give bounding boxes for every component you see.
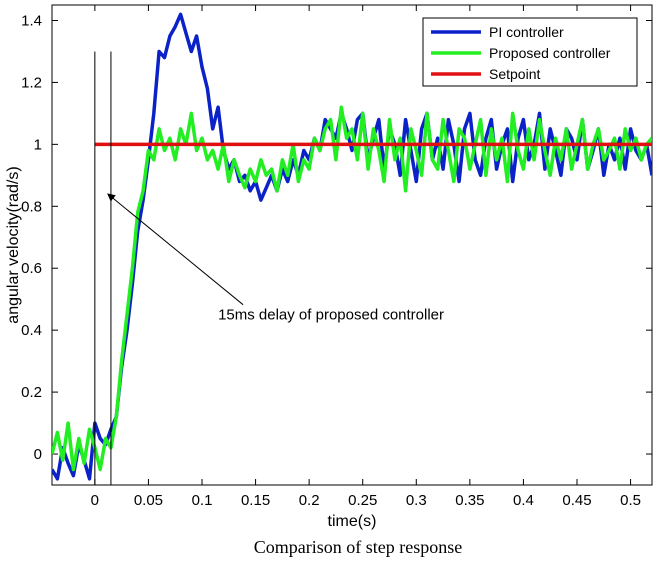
plot-area: 0 0.05 0.1 0.15 0.2 0.25 0.3 0.35 0.4 0.45 0.5 0 0.2… [5, 4, 653, 557]
x-tick-label: 0 [91, 492, 99, 509]
x-tick-label: 0.45 [562, 492, 591, 509]
series-line-proposed-controller [52, 105, 652, 472]
y-tick-label: 0 [34, 446, 42, 463]
x-tick-label: 0.5 [620, 492, 641, 509]
x-tick-label: 0.15 [241, 492, 270, 509]
x-tick-label: 0.3 [406, 492, 427, 509]
y-axis-title: angular velocity(rad/s) [5, 166, 22, 323]
series-group [52, 12, 652, 485]
annotation-text: 15ms delay of proposed controller [218, 307, 444, 324]
y-tick-label: 0.2 [21, 384, 42, 401]
series-line-pi-controller [52, 12, 652, 481]
x-tick-label: 0.2 [299, 492, 320, 509]
y-tick-label: 1.4 [21, 12, 42, 29]
legend: PI controller Proposed controller Setpoint [422, 17, 638, 87]
y-tick-label: 1 [34, 136, 42, 153]
x-tick-label: 0.25 [348, 492, 377, 509]
legend-label: Proposed controller [489, 45, 611, 61]
x-tick-label: 0.4 [513, 492, 534, 509]
legend-label: Setpoint [489, 66, 540, 82]
x-tick-label: 0.35 [455, 492, 484, 509]
figure-caption: Comparison of step response [254, 537, 462, 557]
y-tick-label: 0.4 [21, 322, 42, 339]
x-tick-label: 0.05 [134, 492, 163, 509]
x-tick-label: 0.1 [192, 492, 213, 509]
x-axis-title: time(s) [328, 513, 377, 530]
y-tick-label: 1.2 [21, 74, 42, 91]
legend-label: PI controller [489, 24, 564, 40]
annotation-arrow [107, 193, 244, 306]
y-tick-label: 0.6 [21, 260, 42, 277]
y-tick-label: 0.8 [21, 198, 42, 215]
